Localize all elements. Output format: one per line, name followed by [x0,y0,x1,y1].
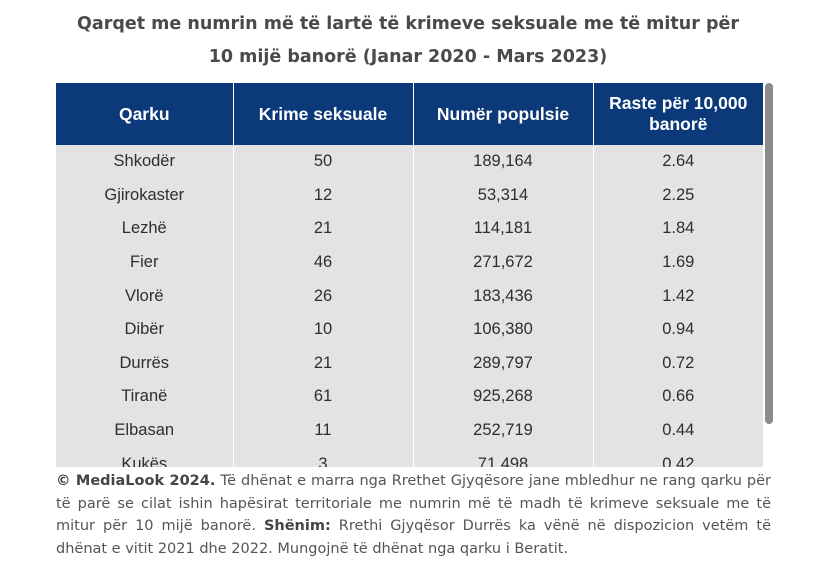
cell-qarku: Shkodër [56,145,234,179]
cell-numer-popullsie: 53,314 [413,178,594,213]
cell-raste-per-10000: 0.94 [593,312,763,347]
data-table: Qarku Krime seksuale Numër populsie Rast… [56,83,763,467]
cell-numer-popullsie: 289,797 [413,346,594,381]
cell-raste-per-10000: 1.69 [593,245,763,280]
chart-title: Qarqet me numrin më të lartë të krimeve … [0,8,816,74]
cell-qarku: Vlorë [56,279,234,313]
cell-krime-seksuale: 11 [233,413,414,448]
cell-raste-per-10000: 0.66 [593,380,763,414]
table-row: Tiranë 61 925,268 0.66 [56,380,763,414]
cell-krime-seksuale: 3 [233,447,414,467]
table-row: Gjirokaster 12 53,314 2.25 [56,178,763,213]
scrollbar-thumb[interactable] [765,83,773,424]
cell-raste-per-10000: 0.72 [593,346,763,381]
cell-qarku: Durrës [56,346,234,381]
cell-numer-popullsie: 252,719 [413,413,594,448]
table-row: Fier 46 271,672 1.69 [56,245,763,280]
cell-krime-seksuale: 50 [233,145,414,179]
column-header-raste-per-10000: Raste për 10,000 banorë [593,83,763,145]
table-row: Vlorë 26 183,436 1.42 [56,279,763,313]
cell-krime-seksuale: 61 [233,380,414,414]
cell-numer-popullsie: 71,498 [413,447,594,467]
table-row: Durrës 21 289,797 0.72 [56,346,763,381]
cell-krime-seksuale: 46 [233,245,414,280]
source-text: Të dhënat e marra nga Rrethet Gjyqësore … [56,473,771,534]
table-row: Elbasan 11 252,719 0.44 [56,413,763,448]
cell-qarku: Lezhë [56,212,234,246]
chart-title-line-2: 10 mijë banorë (Janar 2020 - Mars 2023) [208,47,608,67]
cell-numer-popullsie: 114,181 [413,212,594,246]
table-row: Dibër 10 106,380 0.94 [56,312,763,347]
source-label: © MediaLook 2024. [56,473,216,489]
table-body: Shkodër 50 189,164 2.64 Gjirokaster 12 53,314 2… [56,145,763,467]
cell-krime-seksuale: 10 [233,312,414,347]
column-header-krime-seksuale: Krime seksuale [233,83,414,145]
table-header-row: Qarku Krime seksuale Numër populsie Rast… [56,83,763,145]
column-header-numer-popullsie: Numër populsie [413,83,594,145]
cell-qarku: Gjirokaster [56,178,234,213]
table-row: Lezhë 21 114,181 1.84 [56,212,763,246]
cell-numer-popullsie: 271,672 [413,245,594,280]
source-note: © MediaLook 2024. Të dhënat e marra nga … [56,470,771,560]
cell-raste-per-10000: 2.25 [593,178,763,213]
cell-qarku: Kukës [56,447,234,467]
note-text: Rrethi Gjyqësor Durrës ka vënë në dispoz… [56,518,771,557]
note-label: Shënim: [263,518,331,534]
data-table-container[interactable]: Qarku Krime seksuale Numër populsie Rast… [56,83,763,467]
cell-raste-per-10000: 2.64 [593,145,763,179]
cell-qarku: Dibër [56,312,234,347]
cell-numer-popullsie: 925,268 [413,380,594,414]
cell-raste-per-10000: 0.44 [593,413,763,448]
table-row: Kukës 3 71,498 0.42 [56,447,763,467]
cell-raste-per-10000: 1.84 [593,212,763,246]
cell-numer-popullsie: 183,436 [413,279,594,313]
cell-qarku: Fier [56,245,234,280]
cell-qarku: Elbasan [56,413,234,448]
cell-krime-seksuale: 21 [233,212,414,246]
cell-numer-popullsie: 189,164 [413,145,594,179]
cell-krime-seksuale: 12 [233,178,414,213]
column-header-qarku: Qarku [56,83,234,145]
chart-title-line-1: Qarqet me numrin më të lartë të krimeve … [77,14,739,34]
table-scrollbar[interactable] [764,83,774,467]
cell-qarku: Tiranë [56,380,234,414]
cell-krime-seksuale: 21 [233,346,414,381]
cell-raste-per-10000: 0.42 [593,447,763,467]
cell-numer-popullsie: 106,380 [413,312,594,347]
table-row: Shkodër 50 189,164 2.64 [56,145,763,179]
cell-krime-seksuale: 26 [233,279,414,313]
cell-raste-per-10000: 1.42 [593,279,763,313]
